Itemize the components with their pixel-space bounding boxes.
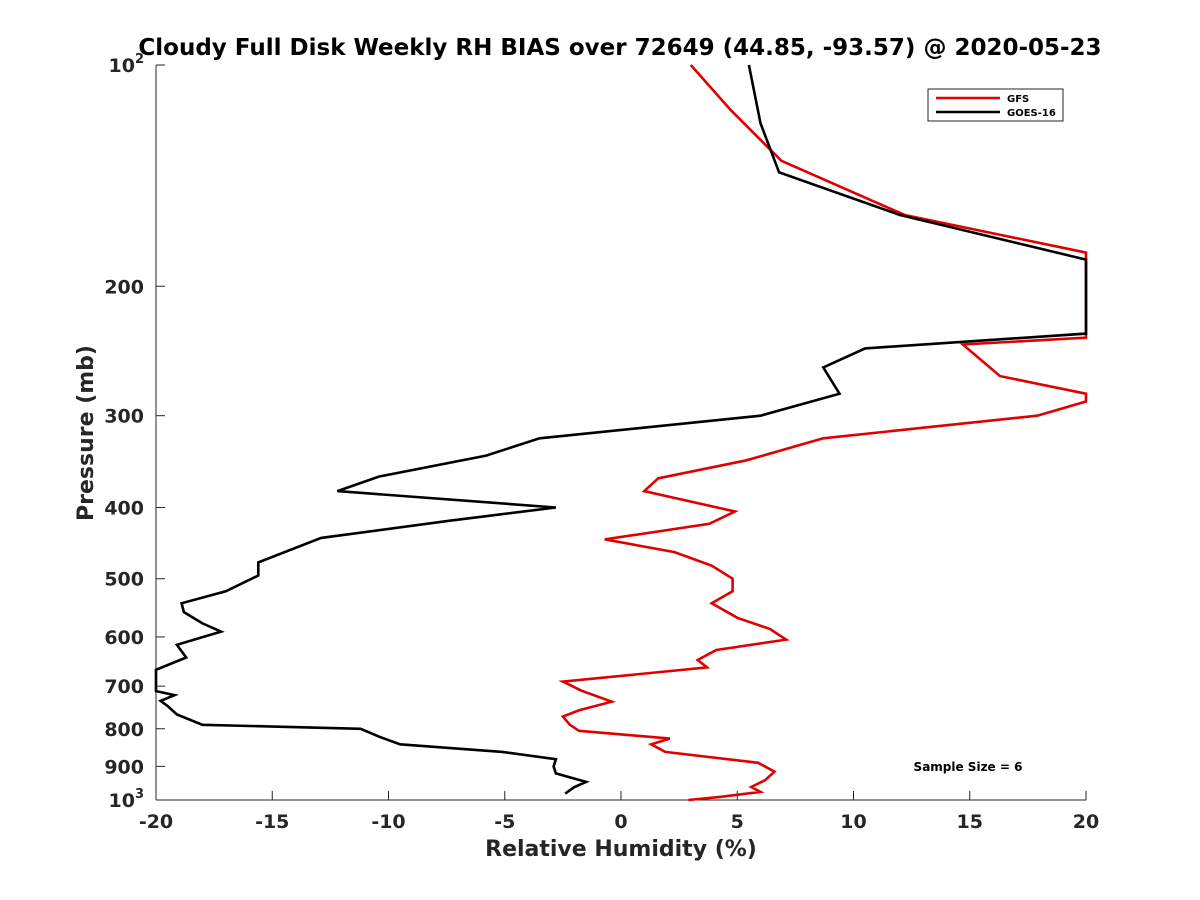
x-tick-label: 20 bbox=[1073, 811, 1099, 833]
x-tick-label: 15 bbox=[957, 811, 983, 833]
x-tick-label: -20 bbox=[139, 811, 173, 833]
y-tick-label: 102 bbox=[109, 52, 145, 77]
x-tick-label: 10 bbox=[840, 811, 866, 833]
x-tick-label: 5 bbox=[731, 811, 744, 833]
x-ticks: -20 -15 -10 -5 0 5 10 15 20 bbox=[139, 791, 1099, 833]
x-tick-label: 0 bbox=[614, 811, 627, 833]
y-tick-label: 800 bbox=[104, 719, 144, 741]
x-axis-label: Relative Humidity (%) bbox=[485, 837, 757, 862]
sample-size-annotation: Sample Size = 6 bbox=[914, 760, 1023, 774]
legend-label: GFS bbox=[1007, 94, 1029, 105]
y-tick-label: 600 bbox=[104, 627, 144, 649]
y-tick-label: 900 bbox=[104, 756, 144, 778]
chart-title: Cloudy Full Disk Weekly RH BIAS over 726… bbox=[138, 35, 1101, 61]
series-layer bbox=[154, 64, 1088, 802]
x-tick-label: -5 bbox=[494, 811, 515, 833]
legend: GFS GOES-16 bbox=[927, 88, 1064, 122]
series-line-goes-16 bbox=[154, 64, 1088, 795]
legend-label: GOES-16 bbox=[1007, 108, 1056, 119]
y-tick-label: 700 bbox=[104, 676, 144, 698]
y-tick-label: 300 bbox=[104, 406, 144, 428]
y-tick-label: 500 bbox=[104, 569, 144, 591]
legend-box bbox=[927, 88, 1064, 122]
plot-area bbox=[155, 65, 1086, 801]
x-tick-label: -15 bbox=[255, 811, 289, 833]
y-ticks: 102 200 300 400 500 600 700 800 900 103 bbox=[104, 52, 165, 812]
x-tick-label: -10 bbox=[371, 811, 405, 833]
y-tick-label: 400 bbox=[104, 498, 144, 520]
y-tick-label: 103 bbox=[109, 787, 145, 812]
y-axis-label: Pressure (mb) bbox=[74, 345, 99, 521]
series-line-gfs bbox=[558, 64, 1088, 802]
y-tick-label: 200 bbox=[104, 276, 144, 298]
